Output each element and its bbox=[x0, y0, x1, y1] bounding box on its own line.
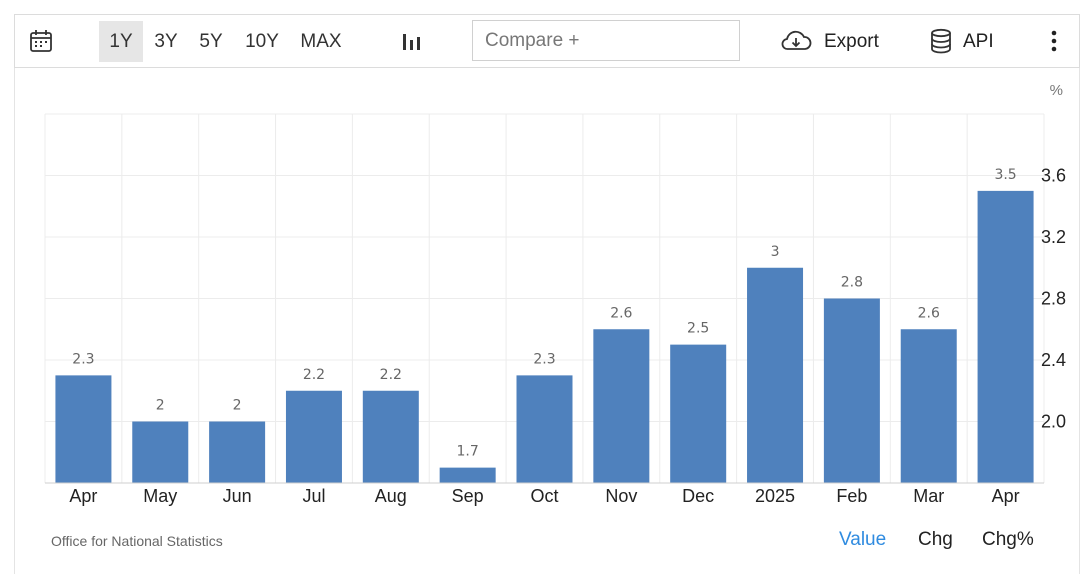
y-tick-label: 2.4 bbox=[1041, 350, 1066, 370]
bar-value-label: 2 bbox=[233, 398, 242, 414]
chart-svg: % 2.0 2.4 2.8 3.2 3.6 2.3 Apr 2 May 2 Jun 2.2 Jul 2.2 A… bbox=[44, 82, 1066, 506]
bar[interactable] bbox=[670, 344, 727, 483]
range-3y-button[interactable]: 3Y bbox=[154, 31, 178, 52]
tab-value[interactable]: Value bbox=[839, 529, 887, 550]
y-unit-label: % bbox=[1050, 82, 1063, 99]
bar[interactable] bbox=[823, 298, 880, 484]
range-1y-button[interactable]: 1Y bbox=[99, 21, 143, 62]
source-label[interactable]: Office for National Statistics bbox=[51, 533, 223, 549]
x-tick-label: Oct bbox=[530, 486, 558, 506]
bar-value-label: 2.5 bbox=[687, 321, 709, 337]
chart-card bbox=[14, 14, 1080, 574]
cloud-download-icon[interactable] bbox=[779, 28, 813, 54]
calendar-icon[interactable] bbox=[27, 27, 55, 55]
bar-value-label: 3.5 bbox=[994, 167, 1016, 183]
x-tick-label: Aug bbox=[375, 486, 407, 506]
bar-value-label: 2.6 bbox=[610, 305, 632, 321]
bar[interactable] bbox=[977, 190, 1034, 483]
database-icon[interactable] bbox=[929, 27, 953, 55]
x-tick-label: May bbox=[143, 486, 177, 506]
bar[interactable] bbox=[439, 467, 496, 483]
x-tick-label: Jul bbox=[302, 486, 325, 506]
bar-value-label: 2.2 bbox=[380, 367, 402, 383]
bar[interactable] bbox=[209, 421, 266, 484]
bar-value-label: 2.3 bbox=[72, 351, 94, 367]
bar[interactable] bbox=[285, 390, 342, 483]
range-10y-button[interactable]: 10Y bbox=[245, 31, 279, 52]
bar-value-label: 2.2 bbox=[303, 367, 325, 383]
bar[interactable] bbox=[55, 375, 112, 483]
range-max-button[interactable]: MAX bbox=[300, 31, 342, 52]
y-tick-label: 3.6 bbox=[1041, 166, 1066, 186]
bar-value-label: 2 bbox=[156, 398, 165, 414]
bar-value-label: 2.8 bbox=[841, 275, 863, 291]
y-tick-label: 2.0 bbox=[1041, 412, 1066, 432]
bar[interactable] bbox=[593, 329, 650, 483]
y-tick-label: 2.8 bbox=[1041, 289, 1066, 309]
tab-chg[interactable]: Chg bbox=[918, 529, 953, 550]
bar-chart-icon[interactable] bbox=[400, 29, 424, 53]
x-tick-label: Sep bbox=[452, 486, 484, 506]
bar-value-label: 3 bbox=[771, 244, 780, 260]
x-tick-label: Mar bbox=[913, 486, 944, 506]
compare-input[interactable]: Compare + bbox=[472, 20, 740, 61]
y-tick-label: 3.2 bbox=[1041, 227, 1066, 247]
bar-value-label: 2.3 bbox=[533, 351, 555, 367]
bar-value-label: 2.6 bbox=[918, 305, 940, 321]
x-tick-label: Apr bbox=[69, 486, 97, 506]
api-button[interactable]: API bbox=[963, 31, 994, 52]
chart-toolbar: 1Y 3Y 5Y 10Y MAX Compare + Export API bbox=[14, 14, 1080, 68]
x-tick-label: Jun bbox=[223, 486, 252, 506]
bar[interactable] bbox=[900, 329, 957, 483]
x-tick-label: Feb bbox=[836, 486, 867, 506]
bar[interactable] bbox=[747, 267, 804, 483]
tab-chg-percent[interactable]: Chg% bbox=[982, 529, 1034, 550]
bar-chart: % 2.0 2.4 2.8 3.2 3.6 2.3 Apr 2 May 2 Jun 2.2 Jul 2.2 A… bbox=[44, 82, 1066, 506]
export-button[interactable]: Export bbox=[824, 31, 879, 52]
x-tick-label: Nov bbox=[605, 486, 637, 506]
x-tick-label: Apr bbox=[992, 486, 1020, 506]
x-tick-label: 2025 bbox=[755, 486, 795, 506]
bar[interactable] bbox=[362, 390, 419, 483]
bar[interactable] bbox=[516, 375, 573, 483]
bar-value-label: 1.7 bbox=[457, 444, 479, 460]
bar[interactable] bbox=[132, 421, 189, 484]
x-tick-label: Dec bbox=[682, 486, 714, 506]
range-5y-button[interactable]: 5Y bbox=[199, 31, 223, 52]
more-vertical-icon[interactable] bbox=[1045, 29, 1063, 53]
